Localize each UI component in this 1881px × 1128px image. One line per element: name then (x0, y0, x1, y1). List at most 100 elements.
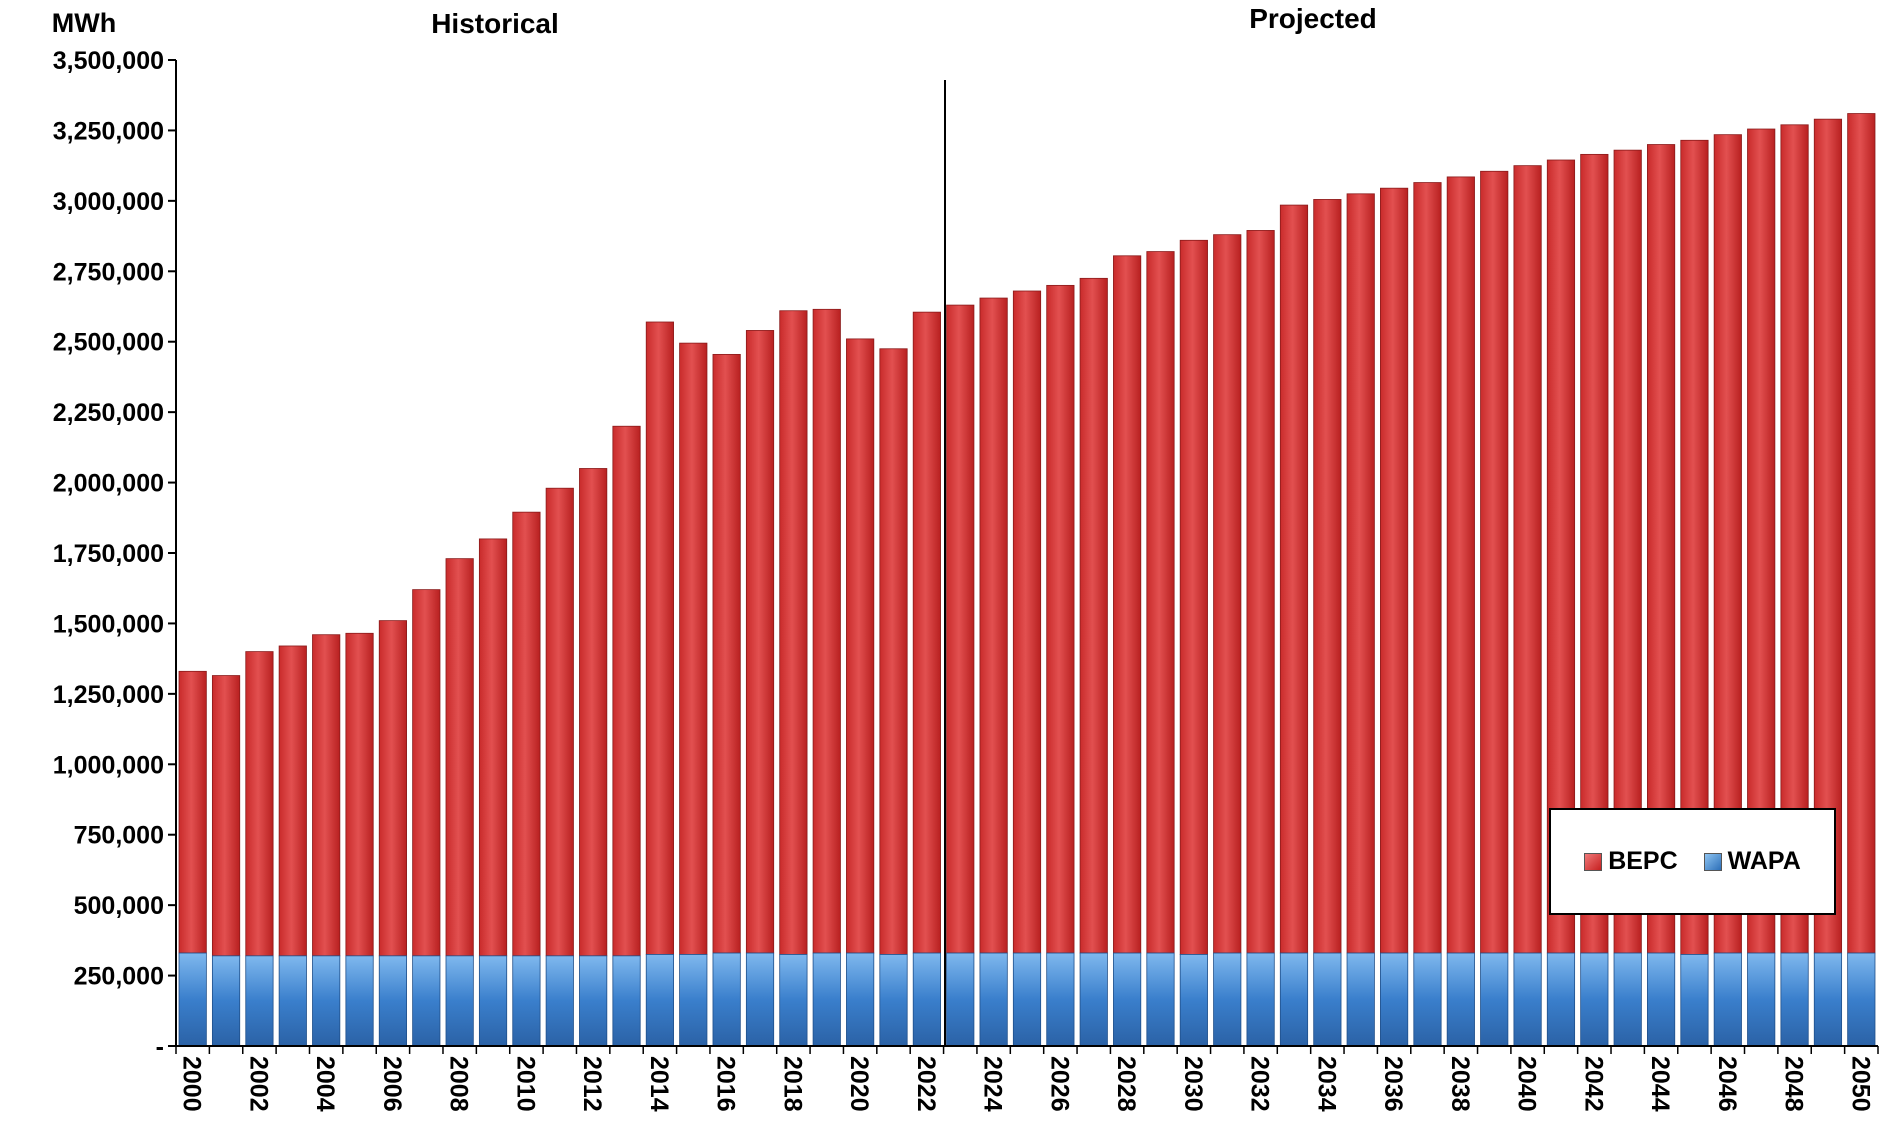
bar-bepc-2006 (378, 620, 408, 957)
bar-wapa-2030 (1179, 954, 1208, 1047)
legend: BEPC WAPA (1549, 808, 1836, 915)
bar-bepc-2013 (612, 425, 641, 957)
x-tick-label: 2004 (311, 1056, 339, 1112)
bar-wapa-2031 (1213, 952, 1242, 1047)
bar-bepc-2015 (679, 342, 708, 955)
bar-wapa-2033 (1279, 952, 1309, 1047)
x-tick-label: 2048 (1780, 1056, 1808, 1112)
historical-annotation: Historical (431, 8, 559, 39)
bar-bepc-2021 (879, 348, 908, 955)
bar-bepc-2038 (1446, 176, 1475, 954)
bar-bepc-2014 (645, 321, 674, 955)
bar-wapa-2017 (745, 952, 775, 1047)
bar-wapa-2021 (879, 954, 908, 1047)
bar-bepc-2039 (1480, 170, 1509, 954)
x-tick-label: 2014 (645, 1056, 673, 1112)
bar-bepc-2026 (1046, 284, 1075, 954)
bar-wapa-2019 (812, 952, 841, 1047)
legend-label-bepc: BEPC (1608, 847, 1678, 875)
bar-bepc-2028 (1113, 255, 1142, 954)
x-tick-label: 2030 (1179, 1056, 1207, 1112)
bar-wapa-2032 (1246, 952, 1275, 1047)
bar-wapa-2007 (412, 955, 441, 1047)
bar-wapa-2034 (1313, 952, 1342, 1047)
bar-bepc-2003 (278, 645, 307, 957)
x-tick-label: 2006 (378, 1056, 406, 1112)
bar-bepc-2001 (211, 675, 241, 957)
bar-wapa-2008 (445, 955, 474, 1047)
axes-layer: - 250,000 500,000 750,000 1,000,000 1,250,000… (53, 47, 1879, 1112)
bar-wapa-2049 (1813, 952, 1843, 1047)
bar-wapa-2028 (1113, 952, 1142, 1047)
bar-wapa-2006 (378, 955, 408, 1047)
y-tick-label: 2,750,000 (53, 258, 164, 286)
x-tick-label: 2010 (511, 1056, 539, 1112)
bar-wapa-2011 (545, 955, 574, 1047)
bar-wapa-2000 (178, 952, 207, 1047)
x-tick-label: 2016 (712, 1056, 740, 1112)
bar-wapa-2024 (979, 952, 1008, 1047)
y-tick-label: 1,750,000 (53, 540, 164, 568)
x-tick-label: 2036 (1379, 1056, 1407, 1112)
bar-bepc-2022 (912, 311, 941, 954)
legend-swatch-bepc (1584, 852, 1603, 871)
bar-wapa-2037 (1413, 952, 1442, 1047)
bar-wapa-2022 (912, 952, 941, 1047)
legend-swatch-wapa (1703, 852, 1722, 871)
projected-annotation: Projected (1249, 3, 1377, 34)
x-tick-label: 2044 (1646, 1056, 1674, 1112)
x-tick-label: 2002 (244, 1056, 272, 1112)
bar-wapa-2035 (1346, 952, 1375, 1047)
y-tick-label: 3,250,000 (53, 117, 164, 145)
bar-bepc-2017 (745, 330, 775, 954)
y-tick-label: 500,000 (74, 892, 164, 920)
x-tick-label: 2046 (1713, 1056, 1741, 1112)
y-tick-label: 2,500,000 (53, 329, 164, 357)
bar-wapa-2047 (1747, 952, 1776, 1047)
x-tick-label: 2050 (1846, 1056, 1874, 1112)
bar-bepc-2025 (1012, 290, 1042, 954)
y-tick-label: - (156, 1033, 164, 1061)
y-tick-label: 1,000,000 (53, 751, 164, 779)
bar-bepc-2018 (779, 310, 808, 955)
x-tick-label: 2020 (845, 1056, 873, 1112)
bar-bepc-2029 (1146, 251, 1175, 954)
bar-wapa-2018 (779, 954, 808, 1047)
bar-wapa-2025 (1012, 952, 1042, 1047)
bar-wapa-2041 (1546, 952, 1576, 1047)
y-tick-label: 2,250,000 (53, 399, 164, 427)
y-axis-label: MWh (52, 8, 116, 38)
y-tick-label: 2,000,000 (53, 470, 164, 498)
x-tick-label: 2012 (578, 1056, 606, 1112)
bar-wapa-2050 (1847, 952, 1876, 1047)
bar-bepc-2009 (478, 538, 508, 957)
bar-bepc-2034 (1313, 199, 1342, 954)
bar-wapa-2012 (579, 955, 608, 1047)
bar-bepc-2008 (445, 558, 474, 957)
bar-wapa-2043 (1613, 952, 1642, 1047)
y-tick-label: 750,000 (74, 822, 164, 850)
bar-wapa-2026 (1046, 952, 1075, 1047)
bar-bepc-2010 (512, 511, 541, 957)
bar-bepc-2024 (979, 297, 1008, 954)
bar-bepc-2050 (1847, 113, 1876, 954)
bar-bepc-2040 (1513, 165, 1542, 954)
x-tick-label: 2000 (178, 1056, 206, 1112)
bar-wapa-2020 (846, 952, 875, 1047)
bar-wapa-2010 (512, 955, 541, 1047)
x-tick-label: 2018 (778, 1056, 806, 1112)
x-tick-label: 2008 (445, 1056, 473, 1112)
bar-bepc-2007 (412, 589, 441, 957)
bar-bepc-2023 (946, 304, 975, 954)
x-tick-label: 2032 (1246, 1056, 1274, 1112)
bar-wapa-2029 (1146, 952, 1175, 1047)
legend-entry-bepc: BEPC (1584, 847, 1678, 876)
bar-wapa-2014 (645, 954, 674, 1047)
x-tick-label: 2028 (1112, 1056, 1140, 1112)
bar-bepc-2033 (1279, 204, 1309, 954)
bar-wapa-2039 (1480, 952, 1509, 1047)
bar-wapa-2005 (345, 955, 374, 1047)
bar-wapa-2036 (1380, 952, 1409, 1047)
